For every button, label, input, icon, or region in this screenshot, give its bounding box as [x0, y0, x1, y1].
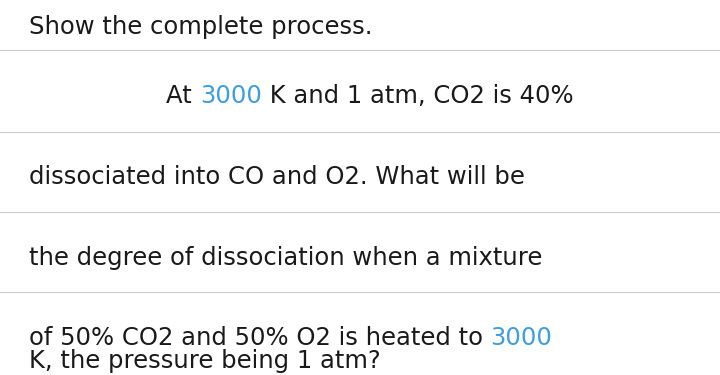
Text: 3000: 3000	[200, 84, 262, 108]
Text: dissociated into CO and O2. What will be: dissociated into CO and O2. What will be	[29, 165, 525, 189]
Text: 3000: 3000	[490, 326, 552, 350]
Text: At: At	[104, 84, 200, 108]
Text: K, the pressure being 1 atm?: K, the pressure being 1 atm?	[29, 349, 381, 373]
Text: K and 1 atm, CO2 is 40%: K and 1 atm, CO2 is 40%	[262, 84, 573, 108]
Text: the degree of dissociation when a mixture: the degree of dissociation when a mixtur…	[29, 246, 542, 270]
Text: of 50% CO2 and 50% O2 is heated to: of 50% CO2 and 50% O2 is heated to	[29, 326, 490, 350]
Text: Show the complete process.: Show the complete process.	[29, 15, 372, 39]
